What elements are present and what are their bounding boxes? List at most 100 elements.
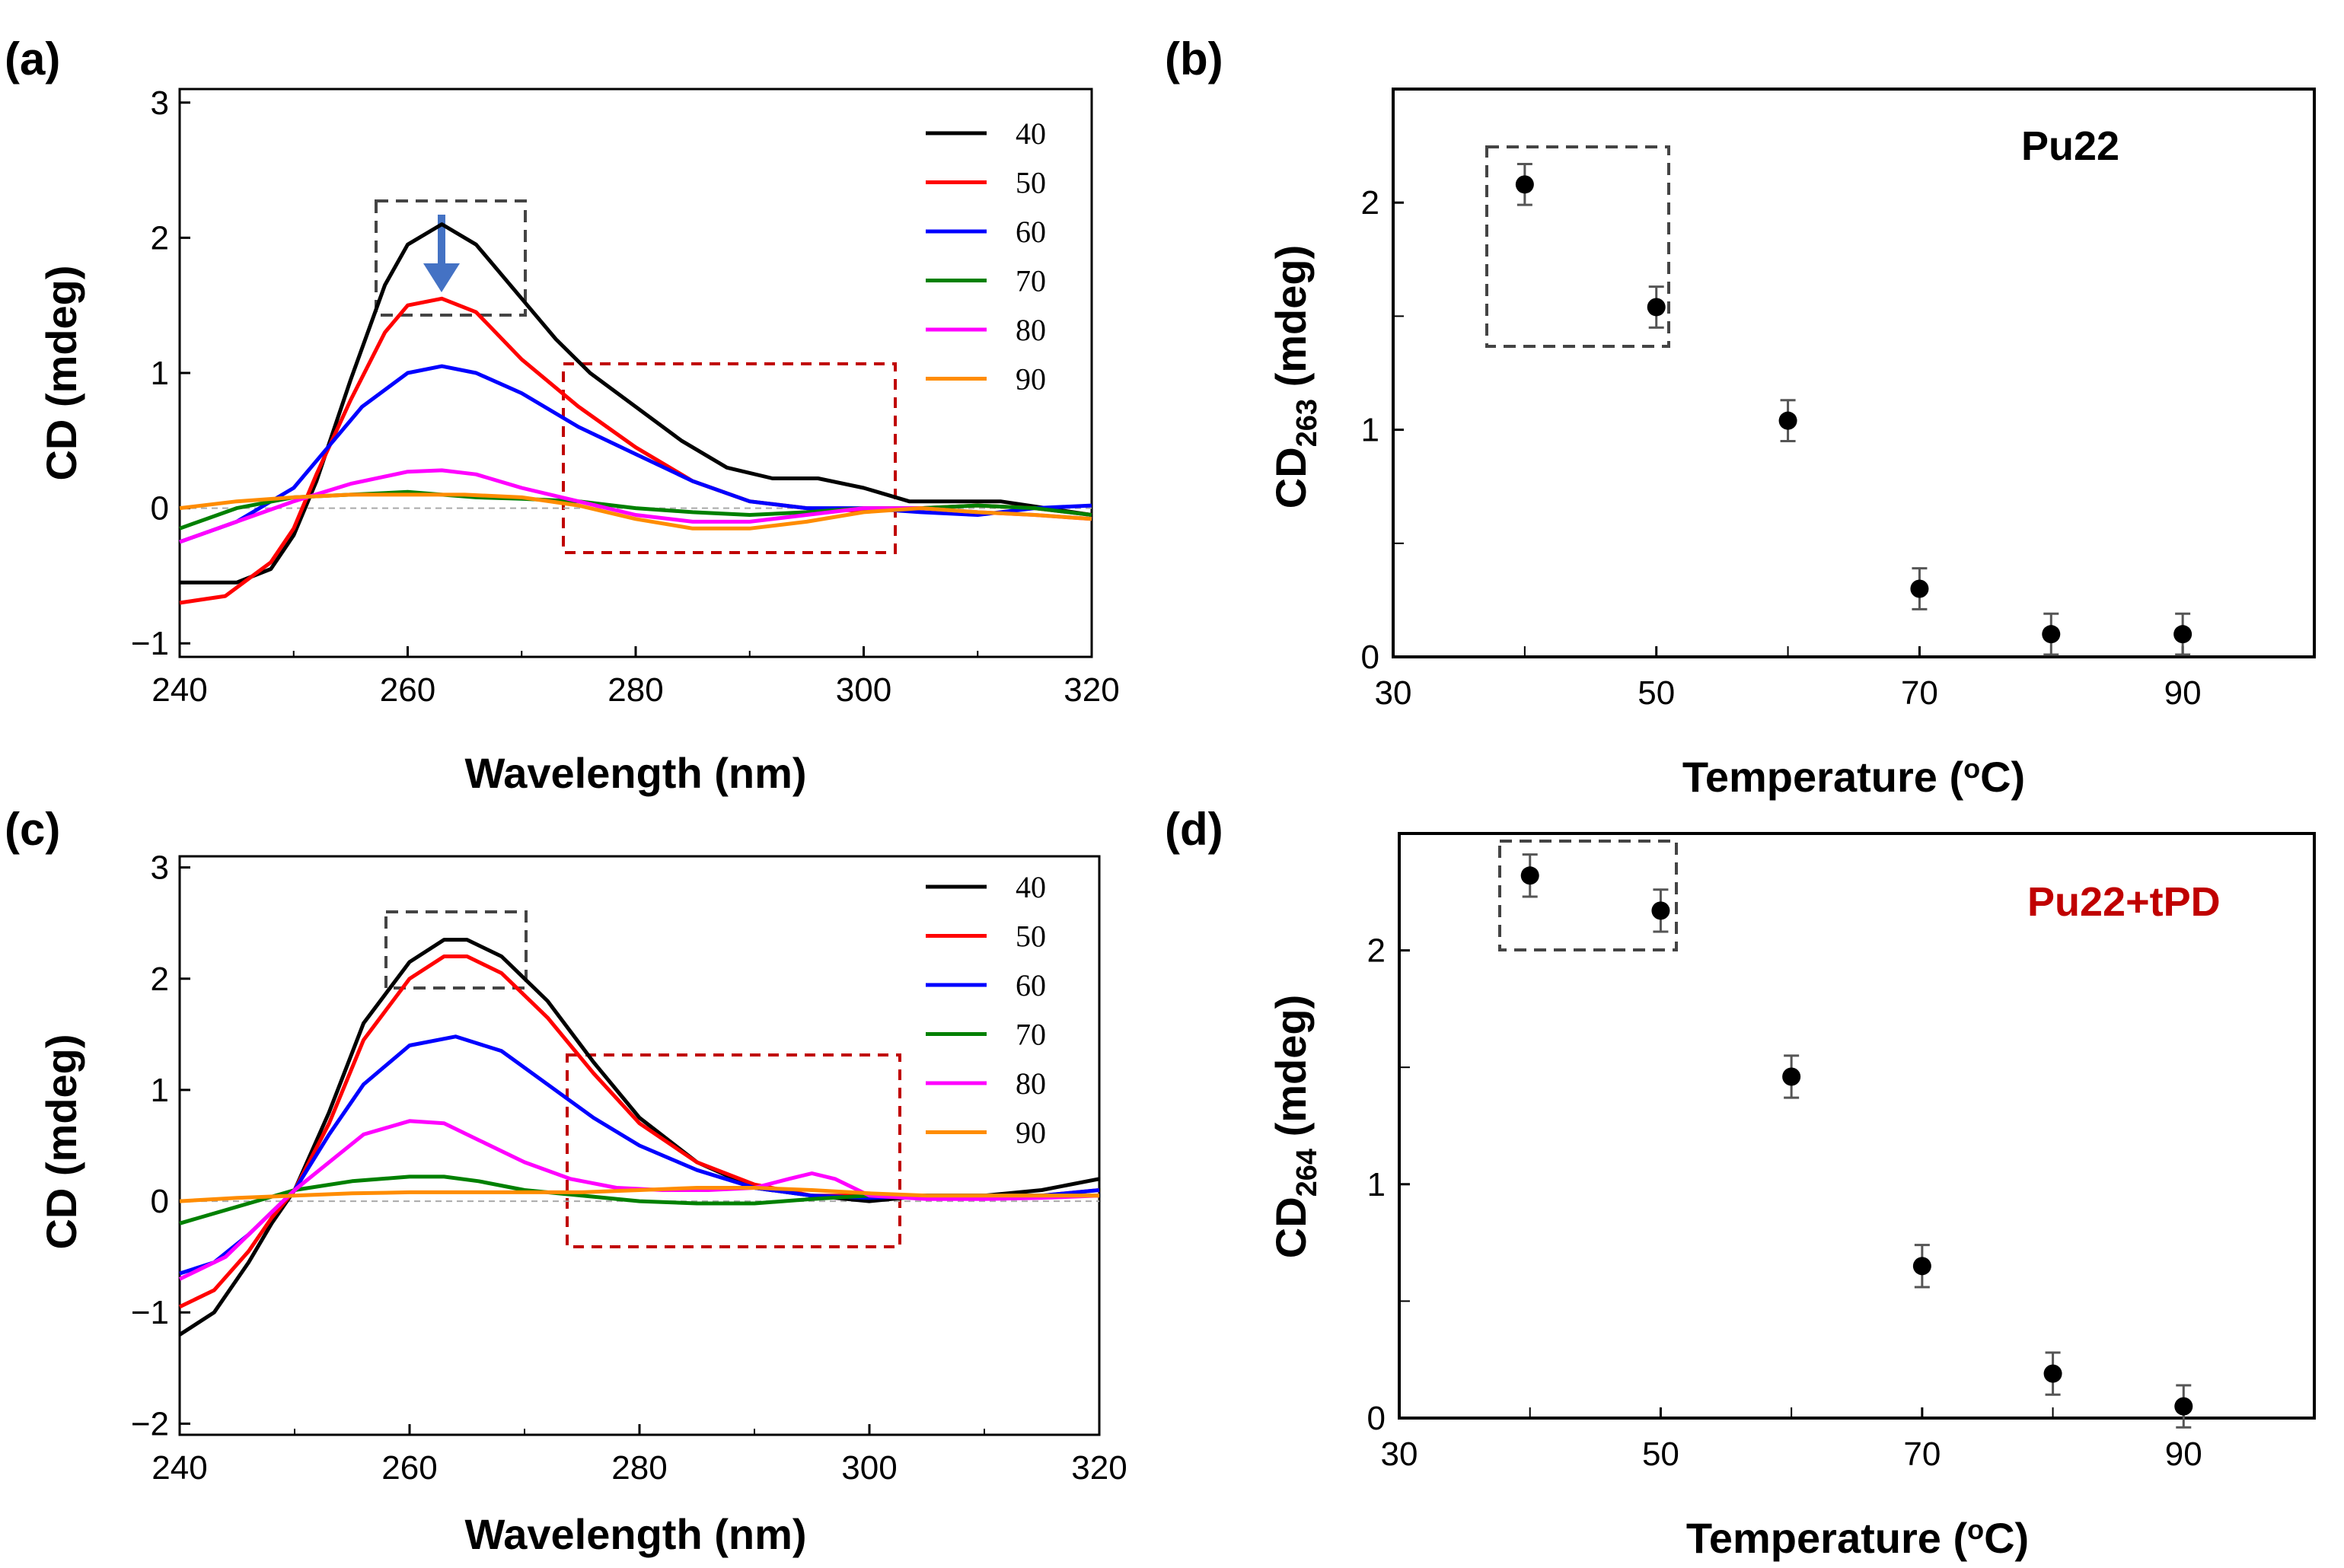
panel-c-xtick-label: 300 [841, 1449, 897, 1487]
panel-d-xtick-label: 90 [2165, 1436, 2202, 1473]
panel-b-xlabel-unit: C) [1980, 753, 2025, 801]
panel-b-ylabel: CD263 (mdeg) [1267, 245, 1323, 509]
panel-d-xlabel: Temperature (oC) [1686, 1514, 2029, 1562]
panel-d-ylabel: CD264 (mdeg) [1267, 995, 1323, 1259]
panel-a-ytick-label: 0 [151, 490, 169, 527]
panel-a-ylabel: CD (mdeg) [37, 265, 85, 480]
panel-c-series-40 [178, 938, 1100, 1337]
panel-c-legend-label-50: 50 [1016, 919, 1046, 954]
panel-d-xlabel-degree: o [1967, 1514, 1984, 1545]
panel-d-xtick-label: 70 [1903, 1436, 1941, 1473]
panel-b-point [2173, 625, 2193, 644]
panel-c-legend-label-80: 80 [1016, 1066, 1046, 1101]
panel-c-xlabel: Wavelength (nm) [464, 1510, 806, 1558]
panel-b-xlabel: Temperature (oC) [1682, 753, 2025, 801]
panel-c-legend-label-40: 40 [1016, 870, 1046, 904]
panel-a-legend-label-60: 60 [1016, 215, 1046, 249]
panel-c-legend-label-60: 60 [1016, 968, 1046, 1002]
panel-a-xtick-label: 280 [608, 671, 663, 709]
panel-d-point [1520, 866, 1539, 885]
panel-b-ylabel-cd: CD [1267, 447, 1315, 508]
panel-a-ytick-label: 3 [151, 84, 169, 122]
panel-b-ylabel-sub: 263 [1291, 399, 1323, 447]
panel-a-series-90 [179, 492, 1092, 531]
panel-c-legend-label-90: 90 [1016, 1116, 1046, 1150]
panel-c-xtick-label: 320 [1071, 1449, 1127, 1487]
panel-c-ytick-label: 2 [151, 961, 169, 998]
panel-c-legend-label-70: 70 [1016, 1018, 1046, 1052]
panel-b-point [1647, 298, 1666, 317]
panel-b-point [1778, 411, 1797, 430]
panel-c-series-90 [179, 1186, 1099, 1203]
panel-a-black-dashed-box [375, 199, 527, 317]
panel-a-ytick-label: −1 [131, 625, 169, 662]
panel-d-point [2043, 1364, 2062, 1383]
panel-d-xlabel-text: Temperature ( [1686, 1514, 1968, 1562]
panel-a-ytick-label: 1 [151, 355, 169, 392]
panel-b-point [2042, 625, 2061, 644]
panel-b-xtick-label: 90 [2164, 674, 2202, 712]
panel-label-b: (b) [1165, 33, 1223, 84]
panel-c-series-60 [179, 1034, 1100, 1276]
panel-b-xtick-label: 70 [1901, 674, 1938, 712]
panel-a-ytick-label: 2 [151, 219, 169, 257]
panel-d-black-dashed-box [1498, 840, 1678, 951]
panel-b-ytick-label: 2 [1361, 184, 1379, 221]
panel-c-ytick-label: 3 [151, 849, 169, 887]
panel-d-chart: Temperature (oC) CD264 (mdeg) Pu22+tPD 3… [1267, 832, 2316, 1562]
panel-label-c: (c) [5, 804, 60, 855]
panel-c-xtick-label: 240 [151, 1449, 207, 1487]
panel-c-xtick-label: 280 [611, 1449, 667, 1487]
panel-c-series-80 [178, 1119, 1100, 1281]
panel-a-series-60 [179, 364, 1092, 544]
panel-d-annotation: Pu22+tPD [2027, 879, 2221, 925]
panel-c-ylabel: CD (mdeg) [37, 1034, 85, 1249]
panel-a-legend-label-40: 40 [1016, 116, 1046, 151]
panel-b-xtick-label: 30 [1375, 674, 1412, 712]
panel-d-ytick-label: 2 [1367, 932, 1386, 970]
panel-c-ytick-label: 0 [151, 1183, 169, 1220]
panel-d-ylabel-cd: CD [1267, 1197, 1315, 1258]
panel-d-point [1651, 901, 1670, 920]
panel-a-frame [178, 88, 1093, 658]
panel-b-annotation: Pu22 [2021, 123, 2119, 169]
panel-a-legend-label-50: 50 [1016, 166, 1046, 200]
panel-d-point [1782, 1067, 1801, 1086]
panel-b-xlabel-text: Temperature ( [1682, 753, 1964, 801]
panel-b-frame [1392, 88, 2316, 658]
panel-d-ylabel-unit: (mdeg) [1267, 995, 1315, 1149]
panel-b-point [1910, 579, 1929, 598]
panel-c-red-dashed-box [566, 1053, 901, 1248]
panel-b-xtick-label: 50 [1638, 674, 1675, 712]
panel-a-xtick-label: 300 [836, 671, 891, 709]
panel-c-ytick-label: 1 [151, 1072, 169, 1109]
panel-a-red-dashed-box [562, 362, 897, 554]
panel-a-series-40 [180, 222, 1092, 585]
panel-b-chart: Temperature (oC) CD263 (mdeg) Pu22 30 50 7… [1267, 88, 2316, 801]
panel-b-ylabel-unit: (mdeg) [1267, 245, 1315, 399]
panel-a-xlabel: Wavelength (nm) [464, 749, 806, 797]
panel-a-xtick-label: 260 [380, 671, 435, 709]
panel-a-legend-label-80: 80 [1016, 313, 1046, 347]
panel-b-xlabel-degree: o [1963, 753, 1980, 784]
panel-a-series-50 [179, 296, 1092, 605]
panel-d-point [2174, 1397, 2193, 1416]
panel-c-black-dashed-box [384, 910, 528, 990]
panel-b-ytick-label: 1 [1361, 412, 1379, 449]
panel-label-d: (d) [1165, 804, 1223, 855]
panel-a-legend-label-90: 90 [1016, 362, 1046, 397]
panel-c-chart: Wavelength (nm) CD (mdeg) 240 260 280 300 32… [37, 849, 1127, 1558]
panel-d-xtick-label: 50 [1642, 1436, 1679, 1473]
panel-d-xtick-label: 30 [1381, 1436, 1418, 1473]
panel-d-ylabel-sub: 264 [1291, 1149, 1323, 1197]
panel-a-legend-label-70: 70 [1016, 264, 1046, 298]
panel-b-point [1515, 175, 1534, 194]
panel-d-ytick-label: 0 [1367, 1400, 1386, 1437]
panel-d-point [1912, 1257, 1931, 1276]
panel-d-frame [1398, 832, 2316, 1420]
panel-a-xtick-label: 320 [1064, 671, 1119, 709]
panel-c-ytick-label: −1 [131, 1294, 169, 1331]
panel-d-xlabel-unit: C) [1984, 1514, 2029, 1562]
panel-b-black-dashed-box [1485, 145, 1670, 348]
